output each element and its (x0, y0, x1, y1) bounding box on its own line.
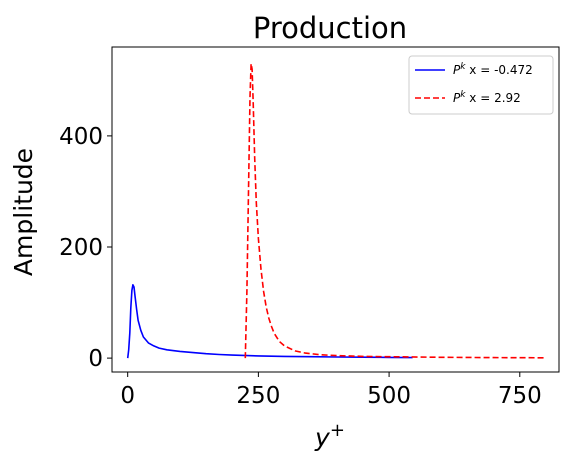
legend-label-1-sup: k (460, 90, 466, 100)
legend: Pk x = -0.472 Pk x = 2.92 (408, 55, 554, 115)
legend-label-0: Pk x = -0.472 (453, 62, 533, 77)
x-axis-ticks: 0 250 500 750 (120, 372, 542, 409)
legend-label-0-suffix: x = -0.472 (465, 63, 532, 77)
x-tick-label: 500 (367, 383, 411, 409)
y-axis-ticks: 0 200 400 (59, 124, 112, 372)
series-line-1 (244, 62, 546, 359)
series-layer (126, 62, 546, 359)
x-tick-label: 750 (498, 383, 542, 409)
y-axis-label: Amplitude (9, 148, 38, 276)
series-line-0 (126, 283, 413, 359)
y-tick-label: 0 (88, 346, 103, 372)
x-axis-label-main: y (314, 423, 331, 452)
legend-label-1-suffix: x = 2.92 (465, 91, 520, 105)
x-tick-label: 0 (120, 383, 135, 409)
plot-area (111, 46, 560, 373)
y-tick-label: 200 (59, 235, 103, 261)
x-tick-label: 250 (236, 383, 280, 409)
x-axis-label-sup: + (330, 420, 345, 441)
y-tick-label: 400 (59, 124, 103, 150)
legend-label-1: Pk x = 2.92 (453, 90, 521, 105)
legend-label-0-sup: k (460, 62, 466, 72)
legend-label-0-prefix: P (453, 63, 461, 77)
chart-title: Production (253, 11, 407, 45)
axes-frame (111, 46, 560, 373)
x-axis-label: y+ (314, 420, 345, 452)
legend-label-1-prefix: P (453, 91, 461, 105)
